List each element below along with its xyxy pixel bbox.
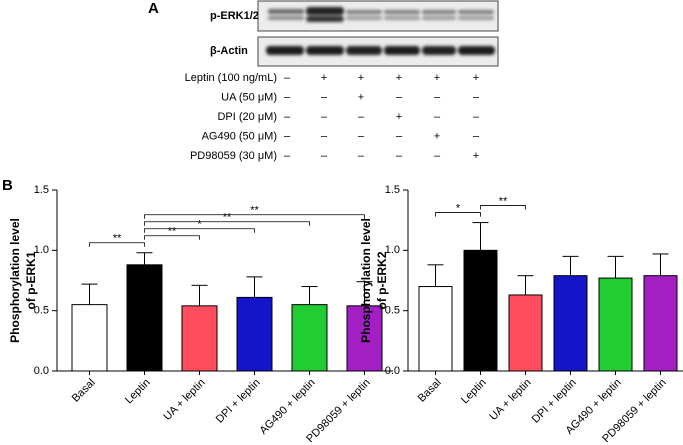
treatment-sign: – [473,130,480,142]
y-axis-label: of p-ERK2 [375,251,389,309]
treatment-sign: – [284,111,291,123]
blot-bands [266,7,495,55]
significance-bracket [144,221,310,226]
blot-label: p-ERK1/2 [210,10,259,22]
x-tick-label: Basal [416,377,444,405]
treatment-sign: – [396,91,403,103]
bar [71,304,108,372]
significance-label: ** [223,212,232,224]
bar [508,294,543,372]
treatment-sign: – [358,111,365,123]
blot-label: β-Actin [210,45,248,57]
treatment-sign: – [284,91,291,103]
y-tick-label: 1.0 [385,244,400,256]
treatment-sign: – [358,150,365,162]
treatment-sign: – [358,130,365,142]
y-axis-label: Phosphorylation level [8,218,22,343]
treatment-label: PD98059 (30 μM) [190,150,277,162]
bar [643,275,678,372]
x-tick-label: DPI + leptin [214,377,263,426]
y-tick-label: 1.5 [385,184,400,196]
treatment-sign: + [434,130,440,142]
x-tick-label: UA + leptin [161,377,207,423]
treatment-sign: + [321,72,327,84]
treatment-label: Leptin (100 ng/mL) [185,72,277,84]
treatment-sign: – [284,150,291,162]
treatment-label: AG490 (50 μM) [202,130,277,142]
y-tick-label: 0.5 [385,305,400,317]
treatment-label: UA (50 μM) [221,91,277,103]
treatment-sign: – [321,150,328,162]
treatment-sign: – [434,150,441,162]
treatment-sign: + [473,150,479,162]
treatment-sign: – [321,130,328,142]
treatment-sign: + [434,72,440,84]
x-tick-label: UA + leptin [487,377,533,423]
significance-bracket [144,228,255,233]
significance-label: ** [113,233,122,245]
significance-bracket [435,212,481,217]
significance-label: ** [168,226,177,238]
treatment-sign: – [396,130,403,142]
significance-label: * [456,202,461,214]
y-tick-label: 1.5 [34,184,49,196]
treatment-sign: – [473,111,480,123]
y-axis-label: of p-ERK1 [24,251,38,309]
treatment-sign: – [434,111,441,123]
x-tick-label: AG490 + leptin [258,377,318,437]
y-tick-label: 0.0 [34,365,49,377]
bar [181,305,218,372]
x-tick-label: Basal [70,377,98,405]
x-tick-label: Leptin [123,377,153,407]
y-tick-label: 0.0 [385,365,400,377]
significance-label: ** [250,205,259,217]
x-tick-label: Leptin [459,377,489,407]
bar [236,296,273,372]
bar [418,286,453,372]
treatment-sign: + [358,91,364,103]
treatment-sign: – [321,111,328,123]
bar [126,264,163,372]
x-tick-label: DPI + leptin [530,377,579,426]
bar [463,249,498,372]
y-axis-label: Phosphorylation level [359,218,373,343]
bar [291,304,328,372]
bar [553,275,588,372]
treatment-sign: + [396,72,402,84]
significance-label: ** [499,195,508,207]
significance-bracket [144,214,365,219]
panel-label: B [2,177,13,194]
y-tick-label: 1.0 [34,244,49,256]
bar [346,305,383,372]
treatment-sign: + [473,72,479,84]
significance-label: * [197,219,202,231]
treatment-sign: – [284,72,291,84]
treatment-sign: + [396,111,402,123]
y-tick-label: 0.5 [34,305,49,317]
treatment-sign: – [434,91,441,103]
treatment-sign: + [358,72,364,84]
significance-bracket [480,205,526,210]
bar [598,277,633,372]
panel-label: A [148,0,159,17]
significance-bracket [89,242,145,247]
significance-bracket [144,235,200,240]
treatment-sign: – [473,91,480,103]
treatment-label: DPI (20 μM) [217,111,277,123]
treatment-sign: – [284,130,291,142]
treatment-sign: – [396,150,403,162]
treatment-sign: – [321,91,328,103]
